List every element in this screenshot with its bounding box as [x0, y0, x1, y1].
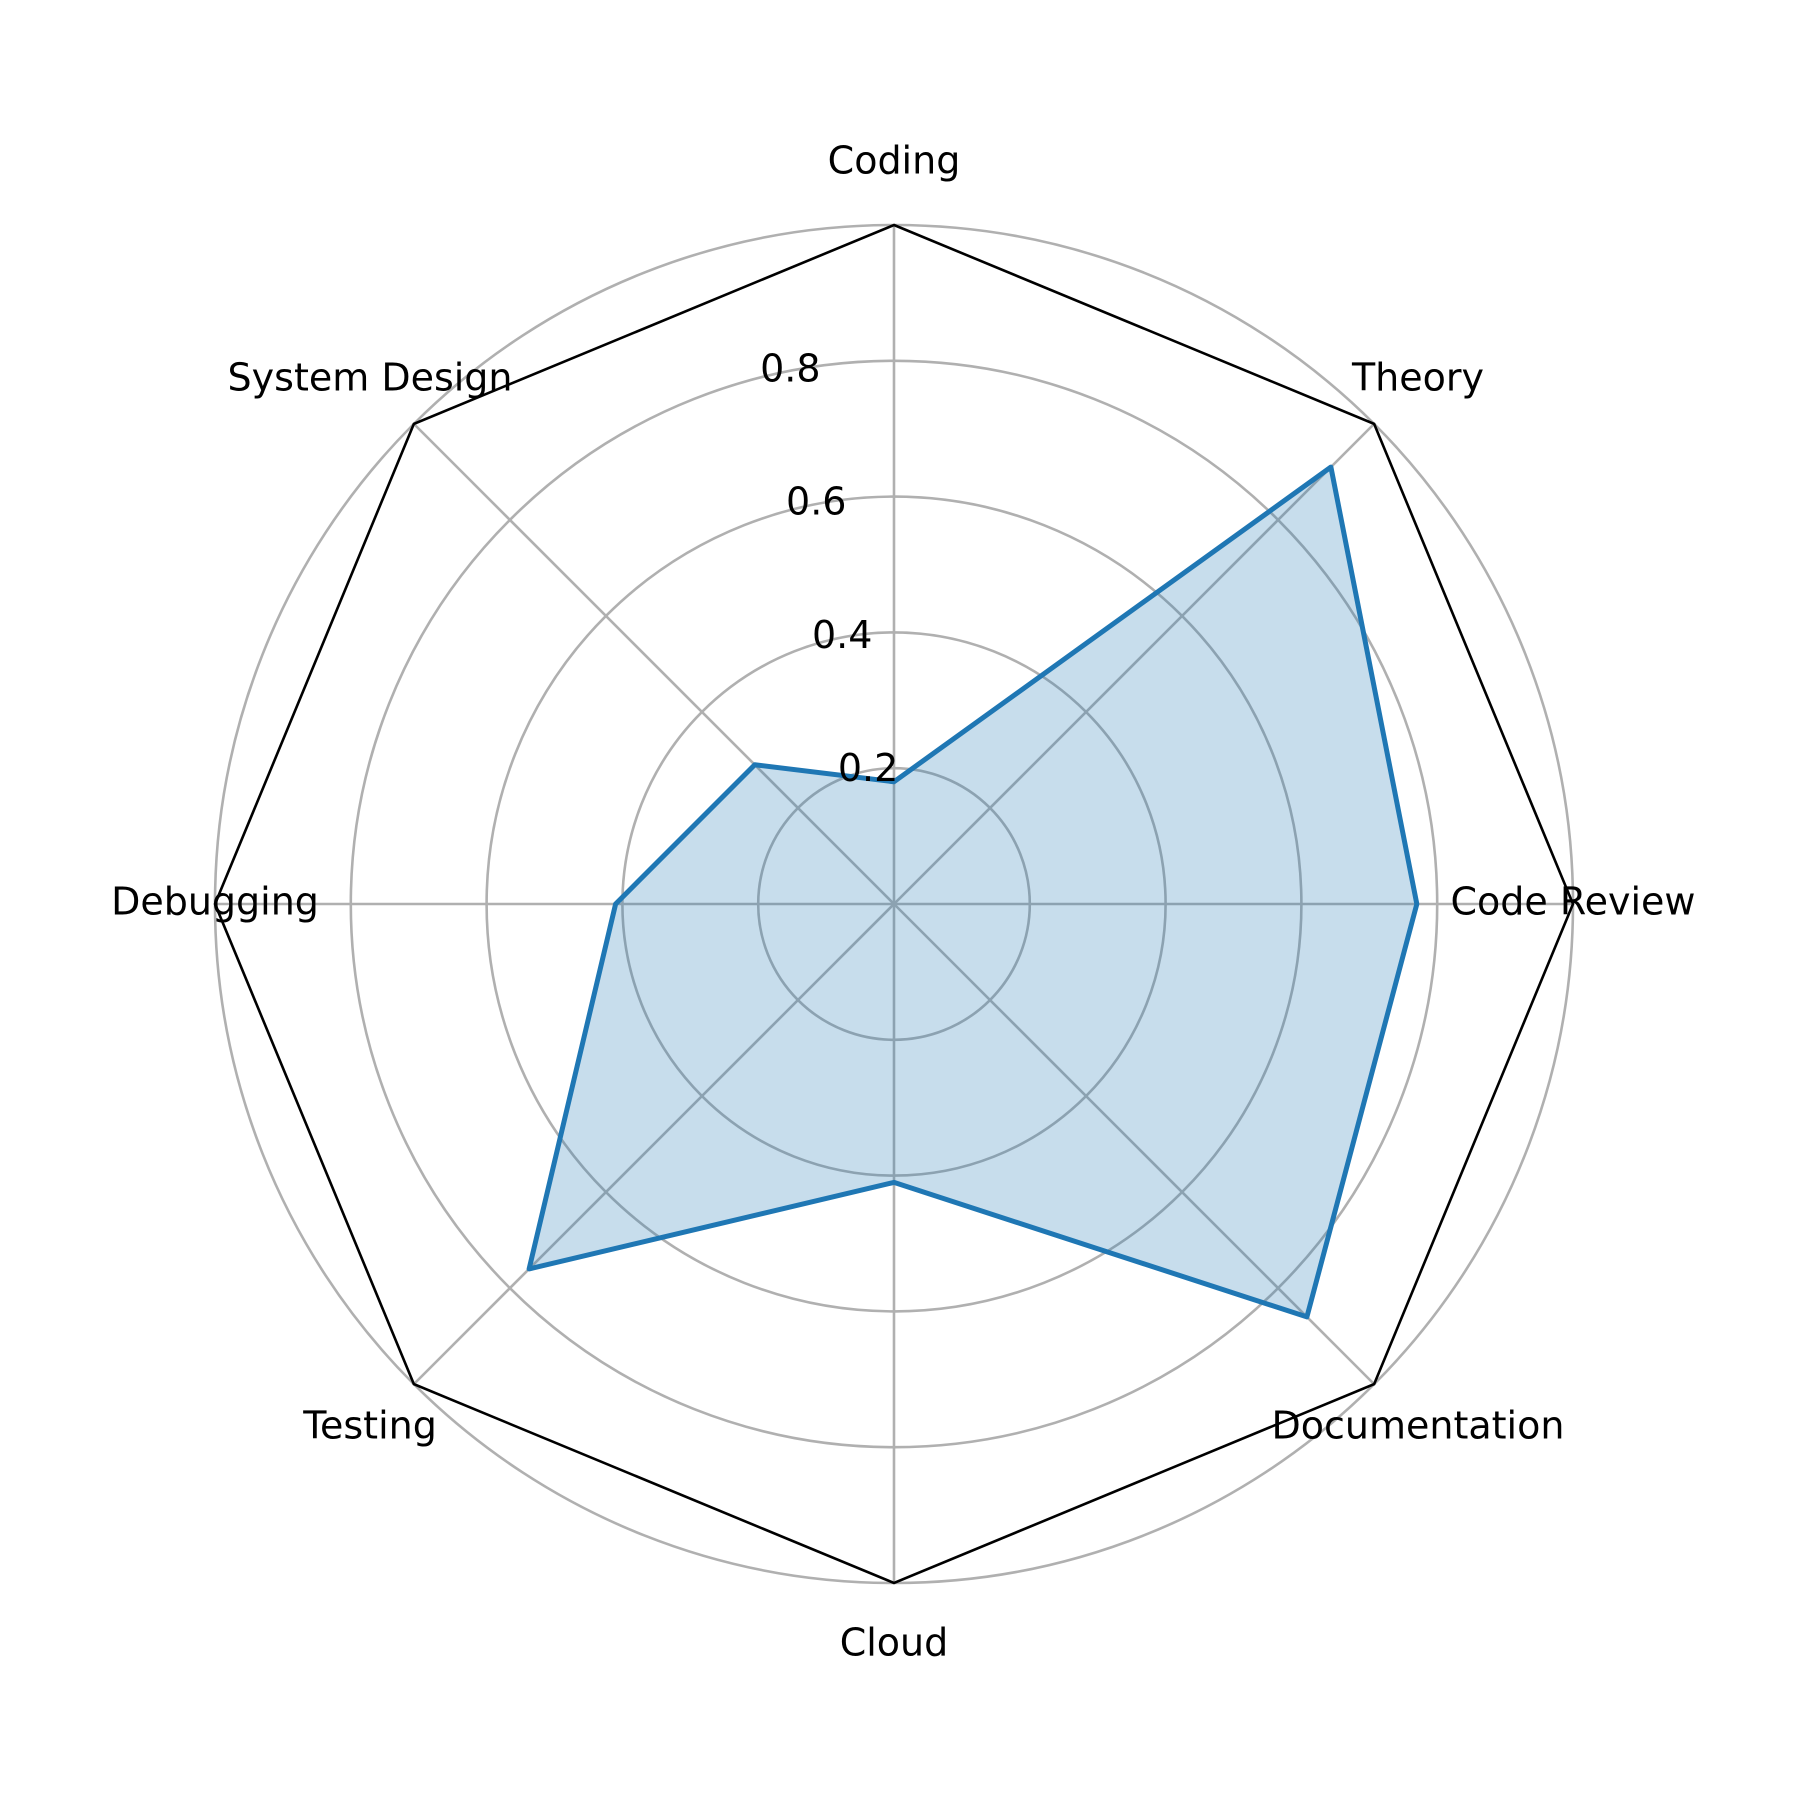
category-label-code-review: Code Review	[1451, 880, 1696, 924]
data-point-theory	[1330, 466, 1332, 468]
data-point-testing	[528, 1268, 530, 1270]
category-label-coding: Coding	[828, 139, 961, 183]
grid-spoke-system-design	[412, 422, 895, 905]
chart-frame	[213, 223, 1575, 1585]
r-tick-label: 0.8	[760, 346, 820, 390]
data-point-documentation	[1306, 1316, 1308, 1318]
category-label-theory: Theory	[1351, 356, 1484, 400]
r-tick-label: 0.2	[838, 746, 898, 790]
data-point-system-design	[754, 764, 756, 766]
series-layer	[526, 464, 1420, 1320]
label-layer: 0.2 0.4 0.6 0.8 Coding Theory Code Review Docum…	[111, 139, 1695, 1665]
data-point-code-review	[1416, 903, 1418, 905]
data-point-cloud	[893, 1181, 895, 1183]
grid-layer	[213, 223, 1575, 1585]
data-point-coding	[893, 781, 895, 783]
grid-spoke-documentation	[893, 903, 1376, 1386]
r-tick-label: 0.6	[786, 480, 846, 524]
category-label-documentation: Documentation	[1271, 1403, 1564, 1447]
category-label-system-design: System Design	[228, 356, 513, 400]
series-fill-area	[529, 467, 1417, 1317]
category-label-debugging: Debugging	[111, 880, 319, 924]
r-tick-label: 0.4	[812, 613, 872, 657]
grid-spoke-testing	[412, 903, 895, 1386]
category-label-cloud: Cloud	[840, 1621, 949, 1665]
data-point-debugging	[615, 903, 617, 905]
grid-spoke-theory	[893, 422, 1376, 905]
category-label-testing: Testing	[302, 1403, 437, 1447]
